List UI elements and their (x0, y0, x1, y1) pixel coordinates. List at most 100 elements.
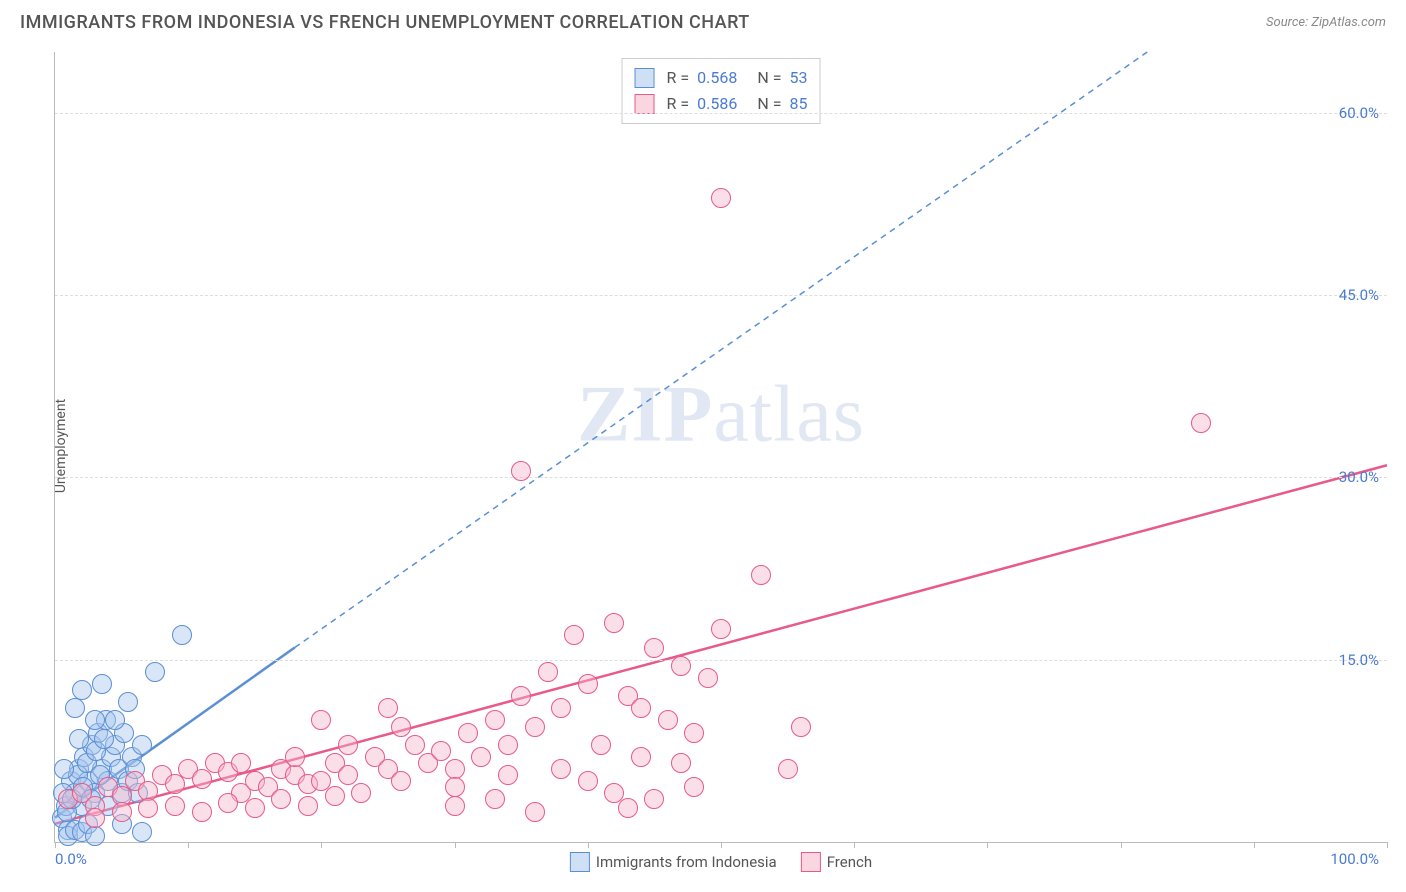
data-point-french (578, 771, 598, 791)
legend-swatch-french (635, 94, 655, 114)
x-tick (1387, 842, 1388, 848)
source-attribution: Source: ZipAtlas.com (1266, 15, 1386, 30)
data-point-french (325, 786, 345, 806)
data-point-indonesia (85, 826, 105, 846)
data-point-french (698, 668, 718, 688)
x-tick (987, 842, 988, 848)
data-point-french (338, 765, 358, 785)
legend-series: Immigrants from Indonesia French (570, 852, 872, 872)
data-point-french (351, 783, 371, 803)
y-tick-label: 30.0% (1339, 468, 1379, 486)
data-point-french (391, 717, 411, 737)
data-point-french (231, 753, 251, 773)
data-point-french (525, 802, 545, 822)
data-point-french (85, 808, 105, 828)
data-point-french (631, 747, 651, 767)
data-point-french (778, 759, 798, 779)
data-point-french (192, 802, 212, 822)
data-point-indonesia (172, 625, 192, 645)
gridline (55, 477, 1387, 478)
legend-label-indonesia: Immigrants from Indonesia (596, 853, 777, 871)
x-tick (1254, 842, 1255, 848)
data-point-french (445, 777, 465, 797)
legend-stats-row-0: R = 0.568 N = 53 (635, 65, 808, 91)
data-point-french (471, 747, 491, 767)
data-point-french (658, 710, 678, 730)
legend-label-french: French (827, 853, 872, 871)
data-point-indonesia (105, 710, 125, 730)
data-point-french (511, 461, 531, 481)
data-point-french (458, 723, 478, 743)
data-point-french (604, 613, 624, 633)
y-tick-label: 15.0% (1339, 651, 1379, 669)
data-point-french (751, 565, 771, 585)
gridline (55, 113, 1387, 114)
data-point-french (138, 798, 158, 818)
data-point-french (644, 638, 664, 658)
data-point-french (391, 771, 411, 791)
data-point-indonesia (132, 822, 152, 842)
x-tick-label: 100.0% (1330, 850, 1379, 868)
title-bar: IMMIGRANTS FROM INDONESIA VS FRENCH UNEM… (0, 0, 1406, 41)
data-point-indonesia (72, 680, 92, 700)
chart-title: IMMIGRANTS FROM INDONESIA VS FRENCH UNEM… (20, 12, 750, 33)
legend-swatch-indonesia (635, 68, 655, 88)
data-point-french (591, 735, 611, 755)
data-point-french (511, 686, 531, 706)
trend-line-dashed-indonesia (295, 52, 1147, 648)
data-point-french (1191, 413, 1211, 433)
data-point-indonesia (54, 759, 74, 779)
data-point-french (338, 735, 358, 755)
data-point-french (285, 747, 305, 767)
data-point-french (405, 735, 425, 755)
data-point-french (311, 710, 331, 730)
x-tick (455, 842, 456, 848)
data-point-french (498, 765, 518, 785)
data-point-french (564, 625, 584, 645)
y-tick-label: 45.0% (1339, 286, 1379, 304)
data-point-french (644, 789, 664, 809)
x-tick (188, 842, 189, 848)
x-tick (854, 842, 855, 848)
data-point-indonesia (118, 692, 138, 712)
gridline (55, 295, 1387, 296)
data-point-french (684, 723, 704, 743)
legend-item-french: French (801, 852, 872, 872)
data-point-french (684, 777, 704, 797)
data-point-indonesia (92, 674, 112, 694)
data-point-french (618, 798, 638, 818)
x-tick-label: 0.0% (55, 850, 87, 868)
data-point-french (192, 769, 212, 789)
y-tick-label: 60.0% (1339, 104, 1379, 122)
legend-stats: R = 0.568 N = 53 R = 0.586 N = 85 (622, 58, 821, 124)
n-label: N = (757, 65, 781, 91)
data-point-french (525, 717, 545, 737)
plot-area: ZIPatlas R = 0.568 N = 53 R = 0.586 N = … (54, 52, 1387, 843)
r-value-indonesia: 0.568 (697, 65, 737, 91)
trend-line-french (55, 465, 1387, 824)
x-tick (588, 842, 589, 848)
data-point-french (551, 759, 571, 779)
data-point-indonesia (65, 698, 85, 718)
n-value-indonesia: 53 (789, 65, 807, 91)
legend-swatch-indonesia-2 (570, 852, 590, 872)
data-point-french (245, 798, 265, 818)
data-point-french (538, 662, 558, 682)
gridline (55, 660, 1387, 661)
data-point-indonesia (132, 735, 152, 755)
data-point-french (165, 796, 185, 816)
data-point-french (445, 796, 465, 816)
plot-svg (55, 52, 1387, 842)
data-point-french (485, 710, 505, 730)
data-point-french (711, 619, 731, 639)
data-point-french (671, 656, 691, 676)
data-point-indonesia (145, 662, 165, 682)
x-tick (1121, 842, 1122, 848)
data-point-french (485, 789, 505, 809)
data-point-french (378, 698, 398, 718)
x-tick (321, 842, 322, 848)
x-tick (721, 842, 722, 848)
data-point-french (631, 698, 651, 718)
r-label: R = (667, 65, 690, 91)
data-point-french (112, 802, 132, 822)
